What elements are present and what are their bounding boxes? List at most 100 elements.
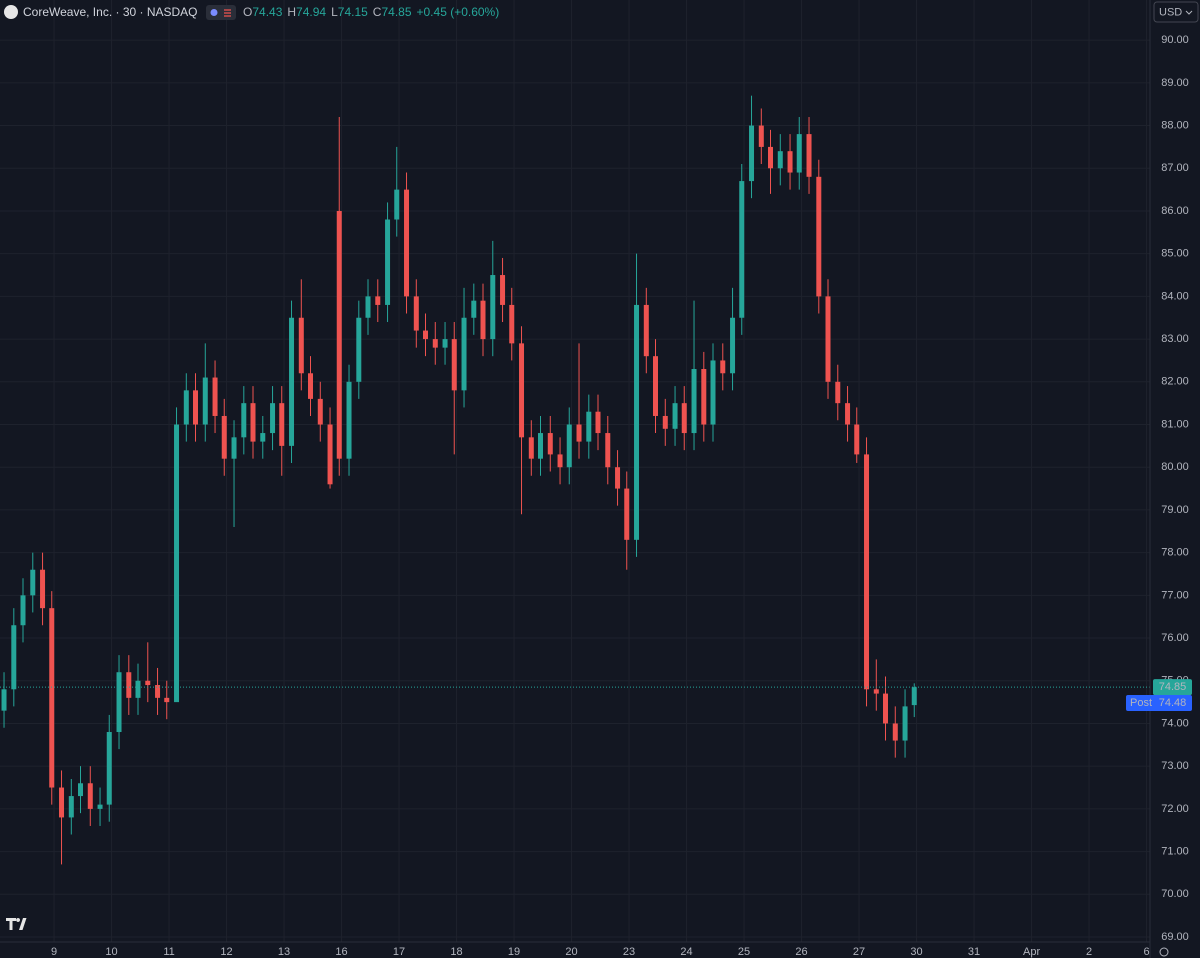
- candle-body: [126, 672, 132, 698]
- x-tick-label: 13: [278, 946, 290, 958]
- candle-body: [615, 467, 621, 489]
- candle-body: [356, 317, 362, 382]
- candle-body: [662, 415, 668, 429]
- y-tick-label: 83.00: [1161, 333, 1189, 345]
- candle-body: [385, 219, 391, 305]
- candle-body: [164, 697, 170, 703]
- last-price-label: 74.85: [1159, 681, 1187, 693]
- candle-body: [193, 390, 198, 425]
- candle-body: [20, 595, 26, 626]
- y-tick-label: 86.00: [1161, 205, 1189, 217]
- candle-body: [346, 381, 352, 459]
- candle-body: [106, 732, 112, 805]
- candle-body: [796, 134, 802, 173]
- legend-value: 74.43: [252, 5, 282, 19]
- candle-body: [816, 176, 822, 297]
- x-tick-label: Apr: [1023, 946, 1040, 958]
- candle-body: [739, 181, 745, 318]
- dropdown-caret: [1185, 10, 1193, 15]
- candle-body: [672, 403, 678, 429]
- candle-body: [902, 706, 908, 741]
- candle-body: [528, 437, 534, 459]
- symbol-title[interactable]: CoreWeave, Inc. · 30 · NASDAQ: [23, 5, 198, 19]
- candle-body: [490, 275, 496, 340]
- candle-body: [595, 411, 601, 434]
- x-tick-label: 12: [220, 946, 232, 958]
- x-tick-label: 26: [795, 946, 807, 958]
- legend-change: +0.45 (+0.60%): [417, 5, 500, 19]
- candle-body: [634, 304, 640, 540]
- legend-value: 74.15: [338, 5, 368, 19]
- y-tick-label: 88.00: [1161, 119, 1189, 131]
- x-tick-label: 18: [450, 946, 462, 958]
- candle-body: [11, 625, 17, 690]
- last-price-tag: [1153, 679, 1192, 696]
- currency-label: USD: [1159, 6, 1182, 18]
- candle-body: [768, 146, 773, 169]
- candle-body: [1, 689, 7, 711]
- candle-body: [404, 189, 410, 297]
- candle-body: [432, 339, 438, 348]
- x-tick-label: 25: [738, 946, 750, 958]
- candle-body: [202, 377, 208, 425]
- tradingview-logo[interactable]: [6, 918, 27, 930]
- candle-body: [221, 415, 227, 459]
- legend-value: 74.85: [381, 5, 411, 19]
- candle-body: [451, 339, 457, 391]
- candle-body: [538, 433, 543, 459]
- candle-body: [87, 783, 93, 809]
- candle-body: [509, 304, 515, 344]
- candle-body: [749, 125, 755, 182]
- x-tick-label: 2: [1086, 946, 1092, 958]
- y-tick-label: 79.00: [1161, 504, 1189, 516]
- candle-body: [653, 356, 658, 416]
- candle-body: [183, 390, 189, 425]
- candle-body: [365, 296, 371, 318]
- candle-body: [758, 125, 764, 147]
- candle-body: [586, 411, 592, 442]
- x-tick-label: 6: [1143, 946, 1149, 958]
- y-tick-label: 73.00: [1161, 760, 1189, 772]
- candle-body: [97, 804, 103, 809]
- symbol-logo[interactable]: [4, 5, 18, 19]
- candle-body: [461, 317, 467, 391]
- candle-body: [174, 424, 180, 703]
- y-tick-label: 80.00: [1161, 461, 1189, 473]
- currency-button[interactable]: [1153, 1, 1199, 23]
- candle-body: [480, 300, 486, 340]
- candle-body: [720, 360, 726, 374]
- x-tick-label: 23: [623, 946, 635, 958]
- y-tick-label: 70.00: [1161, 888, 1189, 900]
- candle-body: [883, 693, 888, 724]
- x-tick-label: 20: [565, 946, 577, 958]
- y-tick-label: 85.00: [1161, 248, 1189, 260]
- candle-body: [701, 368, 707, 425]
- x-tick-label: 11: [163, 946, 174, 958]
- y-tick-label: 90.00: [1161, 34, 1189, 46]
- candle-body: [911, 687, 917, 706]
- candle-body: [557, 454, 563, 468]
- x-tick-label: 17: [393, 946, 405, 958]
- candle-body: [116, 672, 122, 733]
- legend-key: L: [331, 5, 338, 19]
- candle-body: [845, 403, 851, 425]
- candle-body: [250, 403, 256, 442]
- y-tick-label: 74.00: [1161, 717, 1189, 729]
- candle-body: [155, 685, 161, 698]
- candle-body: [519, 343, 525, 438]
- candle-body: [49, 608, 55, 788]
- candle-body: [289, 317, 295, 446]
- candle-body: [500, 275, 506, 305]
- settings-icon[interactable]: [1159, 947, 1169, 957]
- y-tick-label: 72.00: [1161, 803, 1189, 815]
- y-tick-label: 81.00: [1161, 418, 1189, 430]
- candle-body: [279, 403, 285, 446]
- candle-body: [835, 381, 841, 404]
- candle-body: [691, 368, 697, 434]
- candle-body: [317, 398, 323, 425]
- candle-body: [135, 680, 141, 698]
- candle-body: [442, 339, 448, 348]
- candle-body: [40, 569, 46, 609]
- y-tick-label: 87.00: [1161, 162, 1189, 174]
- post-price-label: 74.48: [1159, 697, 1187, 709]
